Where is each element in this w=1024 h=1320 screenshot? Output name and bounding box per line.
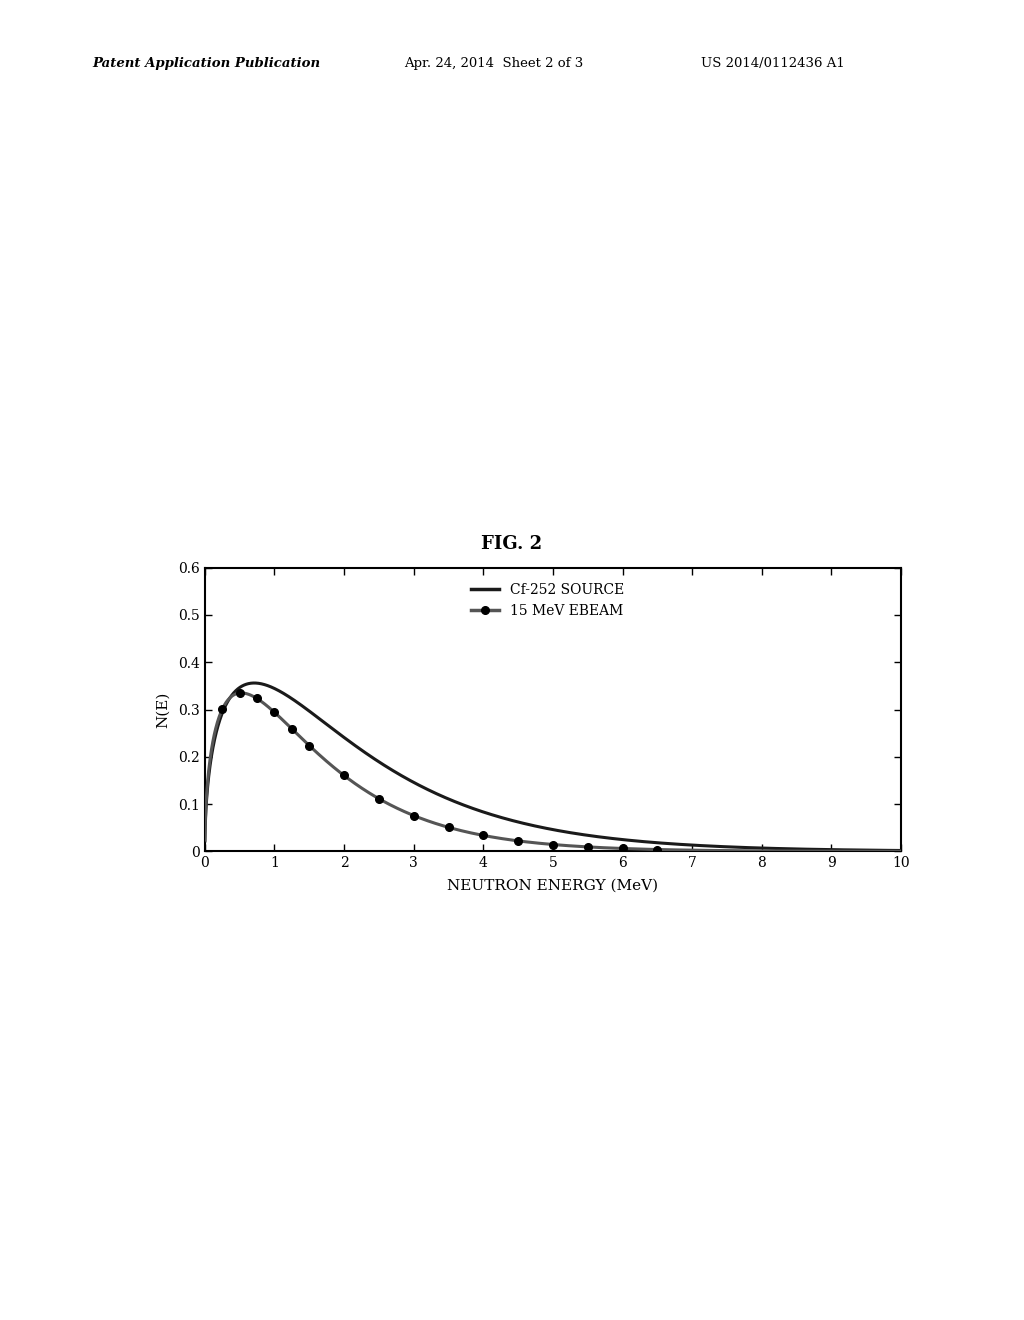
X-axis label: NEUTRON ENERGY (MeV): NEUTRON ENERGY (MeV) [447, 879, 658, 892]
Text: Patent Application Publication: Patent Application Publication [92, 57, 321, 70]
Legend: Cf-252 SOURCE, 15 MeV EBEAM: Cf-252 SOURCE, 15 MeV EBEAM [465, 577, 630, 623]
Text: Apr. 24, 2014  Sheet 2 of 3: Apr. 24, 2014 Sheet 2 of 3 [404, 57, 584, 70]
Text: US 2014/0112436 A1: US 2014/0112436 A1 [701, 57, 845, 70]
Text: FIG. 2: FIG. 2 [481, 535, 543, 553]
Y-axis label: N(E): N(E) [156, 692, 170, 727]
